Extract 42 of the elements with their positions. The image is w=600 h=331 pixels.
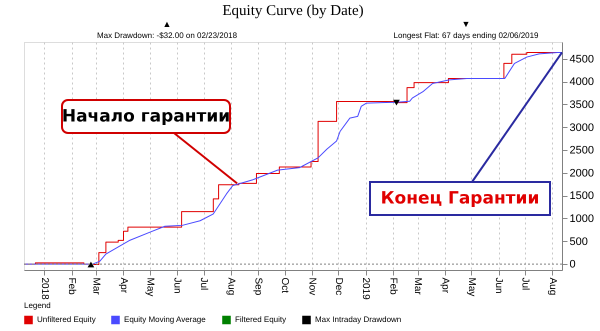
x-tick-label: Dec — [332, 278, 344, 296]
x-tick-label: Feb — [66, 278, 78, 296]
x-tick-label: Jul — [198, 278, 210, 290]
y-tick-label: 1000 — [570, 212, 594, 225]
x-tick-label: Nov — [306, 278, 318, 296]
x-tick-label: Mar — [90, 278, 102, 296]
y-tick-label: 1500 — [570, 190, 594, 202]
annotation: Начало гарантии — [62, 106, 230, 126]
y-tick-label: 2000 — [570, 167, 594, 180]
x-tick-label: Feb — [387, 278, 398, 296]
x-tick-label: Jul — [520, 278, 531, 290]
x-tick-label: Jun — [172, 278, 183, 294]
x-tick-label: 2018 — [38, 278, 50, 300]
x-tick-label: Oct — [279, 278, 290, 294]
legend-label: Max Intraday Drawdown — [315, 314, 402, 324]
text: Max Drawdown: -$32.00 on 02/23/2018 — [96, 31, 238, 40]
x-tick-label: Jun — [493, 278, 504, 294]
x-tick-label: Sep — [252, 278, 264, 296]
x-tick-label: 2019 — [360, 278, 372, 300]
x-tick-label: Aug — [546, 278, 558, 296]
y-tick-label: 3000 — [570, 122, 594, 134]
x-tick-label: Aug — [225, 278, 236, 296]
legend-title: Legend — [24, 301, 51, 310]
legend-label: Filtered Equity — [235, 314, 286, 324]
y-tick-label: 500 — [570, 236, 588, 248]
text: ▲ — [162, 19, 172, 29]
y-tick-label: 3500 — [570, 98, 594, 111]
chart-title: Equity Curve (by Date) — [222, 3, 364, 19]
y-tick-label: 4500 — [570, 53, 594, 66]
annotation: Конец Гарантии — [380, 188, 540, 208]
text: Longest Flat: 67 days ending 02/06/2019 — [394, 31, 540, 40]
legend-label: Equity Moving Average — [124, 314, 206, 324]
x-tick-label: May — [466, 278, 477, 296]
legend-label: Unfiltered Equity — [37, 314, 96, 324]
x-tick-label: May — [144, 278, 156, 296]
x-tick-label: Apr — [118, 278, 129, 294]
y-tick-label: 2500 — [570, 144, 594, 157]
y-tick-label: 0 — [570, 258, 576, 271]
x-tick-label: Apr — [439, 278, 450, 294]
text: ▼ — [462, 19, 470, 29]
y-tick-label: 4000 — [570, 76, 594, 88]
x-tick-label: Mar — [412, 278, 424, 296]
